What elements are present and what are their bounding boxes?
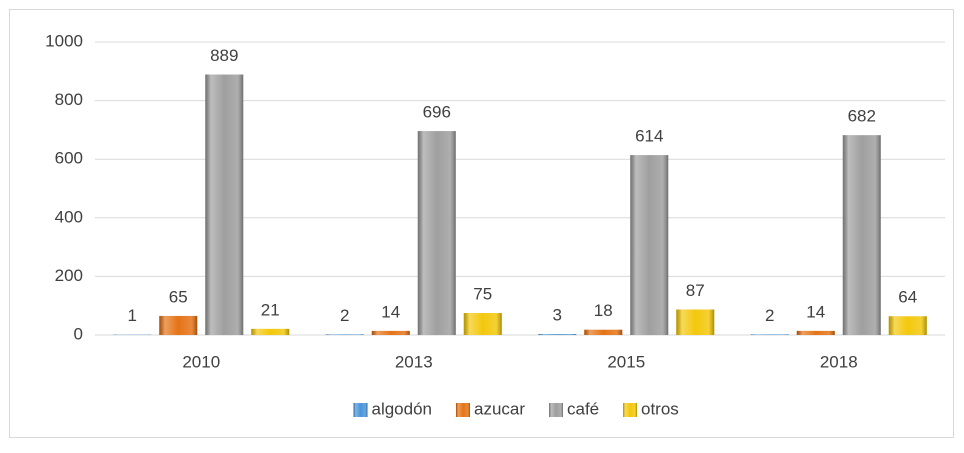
legend-label: azucar xyxy=(474,399,525,418)
x-tick-label: 2018 xyxy=(820,352,858,371)
x-tick-label: 2013 xyxy=(395,352,433,371)
bar xyxy=(584,330,622,335)
data-label: 2 xyxy=(765,306,774,325)
data-label: 64 xyxy=(898,288,917,307)
legend-label: algodón xyxy=(372,399,433,418)
legend-swatch-shade xyxy=(549,403,563,417)
bar xyxy=(326,334,364,335)
bar xyxy=(751,334,789,335)
bar xyxy=(464,313,502,335)
x-tick-label: 2010 xyxy=(182,352,220,371)
y-tick-label: 600 xyxy=(55,149,83,168)
y-tick-label: 400 xyxy=(55,207,83,226)
bar xyxy=(889,316,927,335)
bar xyxy=(797,331,835,335)
data-label: 682 xyxy=(848,107,876,126)
data-label: 696 xyxy=(423,103,451,122)
y-tick-label: 800 xyxy=(55,90,83,109)
bar xyxy=(676,310,714,335)
bar xyxy=(159,316,197,335)
bar xyxy=(205,75,243,335)
legend-swatch-shade xyxy=(456,403,470,417)
data-label: 75 xyxy=(473,285,492,304)
legend-label: otros xyxy=(641,399,679,418)
legend-swatch-shade xyxy=(354,403,368,417)
data-label: 3 xyxy=(553,306,562,325)
bar xyxy=(538,334,576,335)
x-tick-label: 2015 xyxy=(607,352,645,371)
y-tick-label: 0 xyxy=(74,324,83,343)
bar xyxy=(843,135,881,335)
data-label: 889 xyxy=(210,46,238,65)
data-label: 65 xyxy=(169,287,188,306)
bar xyxy=(418,131,456,335)
data-label: 2 xyxy=(340,306,349,325)
legend-swatch-shade xyxy=(623,403,637,417)
data-label: 21 xyxy=(261,300,280,319)
legend-label: café xyxy=(567,399,599,418)
data-label: 14 xyxy=(806,302,825,321)
data-label: 1 xyxy=(128,306,137,325)
bar xyxy=(372,331,410,335)
bar xyxy=(630,155,668,335)
data-label: 14 xyxy=(381,302,400,321)
data-label: 87 xyxy=(686,281,705,300)
data-label: 18 xyxy=(594,301,613,320)
bar xyxy=(251,329,289,335)
y-tick-label: 200 xyxy=(55,266,83,285)
chart-border xyxy=(10,10,954,438)
y-tick-label: 1000 xyxy=(45,31,83,50)
data-label: 614 xyxy=(635,127,663,146)
